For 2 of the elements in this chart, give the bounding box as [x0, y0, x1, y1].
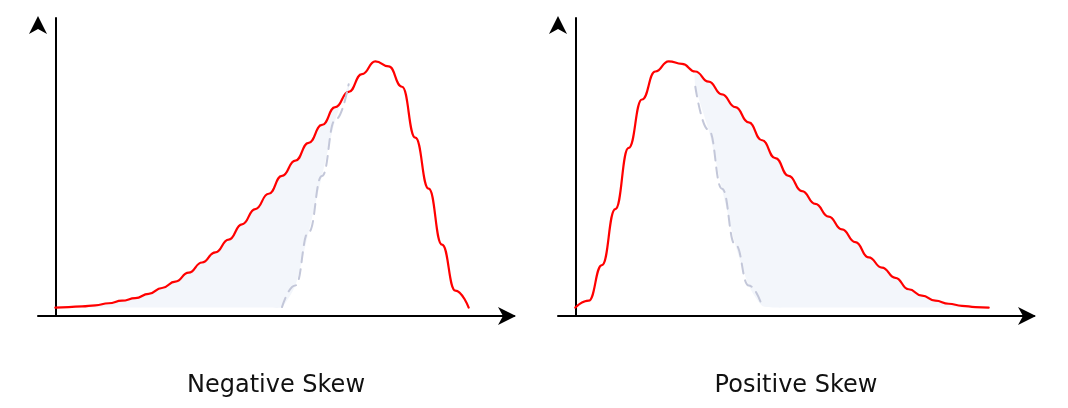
x-axis-title: Negative Skew	[186, 370, 366, 398]
x-axis-title: Positive Skew	[714, 370, 878, 398]
